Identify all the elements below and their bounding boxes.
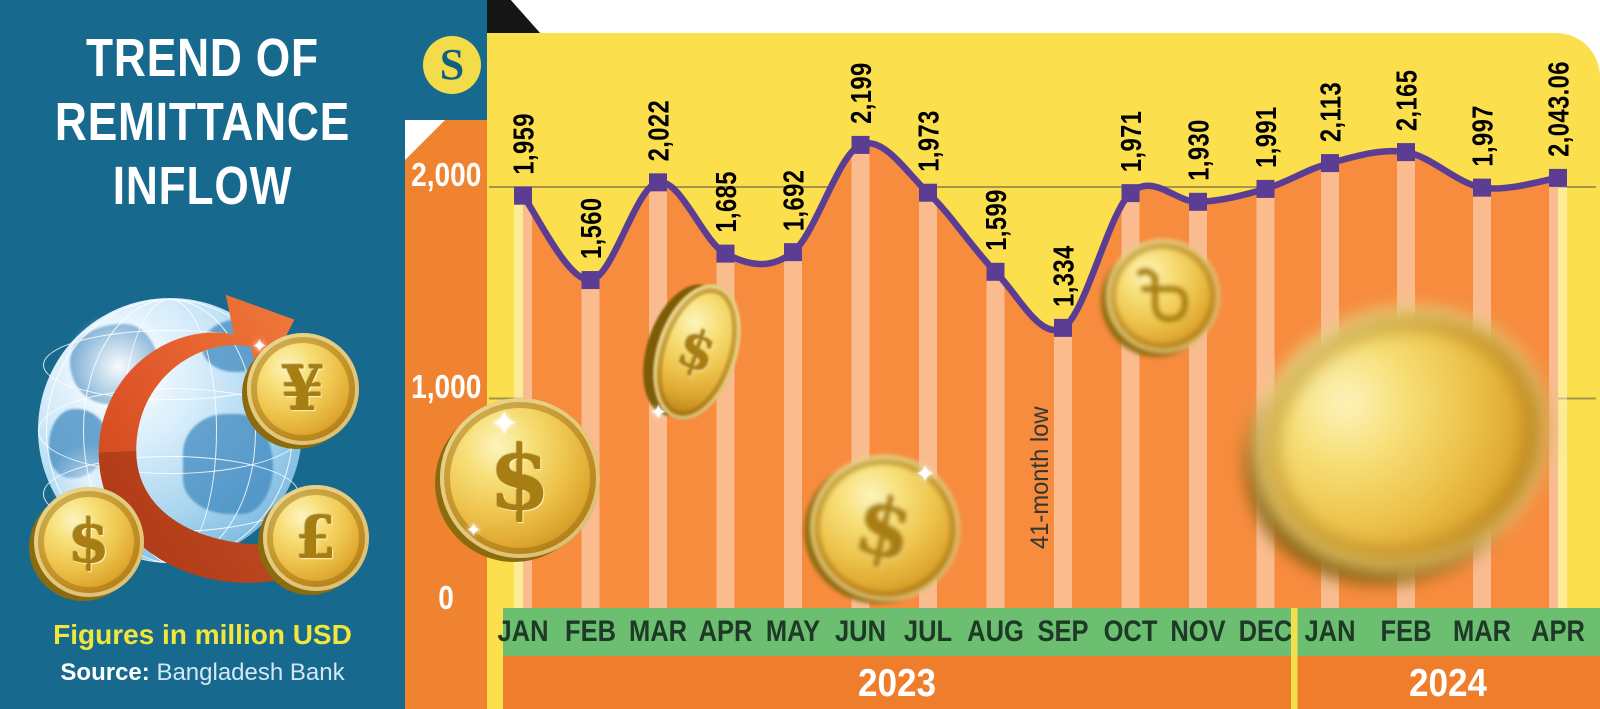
sparkle-icon: ✦ — [252, 336, 268, 356]
y-tick-label: 1,000 — [411, 367, 482, 405]
pound-coin-icon: £ — [263, 485, 369, 591]
dollar-coin-icon: $ — [34, 487, 144, 597]
top-white-strip — [487, 0, 1600, 33]
source-label: Source: — [60, 659, 150, 686]
source-line: Source: Bangladesh Bank — [0, 659, 405, 687]
taka-symbol — [1137, 268, 1189, 323]
month-axis-band — [503, 608, 1600, 656]
growth-arrow-icon — [98, 294, 295, 583]
taka-coin-icon — [1106, 239, 1220, 353]
page-fold-corner — [405, 120, 445, 160]
sparkle-icon: ✦ — [466, 520, 482, 540]
left-panel: TREND OF REMITTANCE INFLOW — [0, 0, 487, 709]
sparkle-icon: ✦ — [650, 402, 667, 424]
yen-coin-icon: ¥ — [247, 333, 359, 445]
sparkle-icon: ✦ — [915, 461, 936, 488]
page-title: TREND OF REMITTANCE INFLOW — [0, 26, 405, 218]
figures-note: Figures in million USD — [53, 619, 352, 650]
dollar-coin-large-icon: $ — [440, 398, 600, 558]
y-tick-label: 2,000 — [411, 156, 482, 193]
sparkle-icon: ✦ — [490, 405, 519, 443]
title-line-2: REMITTANCE — [54, 92, 351, 152]
title-line-3: INFLOW — [112, 156, 293, 216]
tbs-logo: S — [423, 36, 481, 94]
title-line-1: TREND OF — [86, 28, 319, 88]
year-axis-band — [503, 656, 1600, 709]
y-tick-label: 0 — [438, 579, 454, 616]
source-value: Bangladesh Bank — [156, 659, 345, 686]
